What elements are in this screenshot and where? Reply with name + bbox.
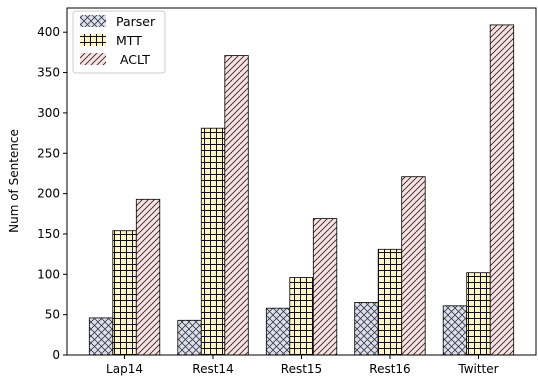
y-tick-label: 250 <box>37 146 60 160</box>
x-tick-label: Rest15 <box>281 362 322 376</box>
bars-layer <box>88 24 515 356</box>
legend: Parser MTT ACLT <box>72 10 166 74</box>
x-tick-label: Twitter <box>457 362 498 376</box>
y-axis-ticks: 0 50 100 150 200 250 300 350 400 <box>37 25 67 362</box>
legend-swatch-aclt <box>80 53 106 65</box>
y-tick-label: 50 <box>45 308 60 322</box>
y-tick-label: 0 <box>52 348 60 362</box>
y-tick-label: 150 <box>37 227 60 241</box>
y-tick-label: 300 <box>37 106 60 120</box>
x-tick-label: Rest16 <box>369 362 410 376</box>
bar-mtt-rest14 <box>200 127 226 356</box>
bar-parser-rest15 <box>265 307 291 356</box>
bar-mtt-lap14 <box>112 230 137 356</box>
y-tick-label: 200 <box>37 187 60 201</box>
y-tick-label: 400 <box>37 25 60 39</box>
bar-mtt-twitter <box>466 272 491 356</box>
legend-swatch-parser <box>80 15 106 27</box>
bar-mtt-rest16 <box>377 248 403 356</box>
legend-label-parser: Parser <box>116 14 156 29</box>
legend-entries: Parser MTT ACLT <box>80 14 156 67</box>
bar-parser-lap14 <box>88 317 114 356</box>
x-tick-label: Lap14 <box>106 362 143 376</box>
bar-aclt-rest15 <box>312 218 338 356</box>
x-axis-ticks: Lap14 Rest14 Rest15 Rest16 Twitter <box>106 355 499 376</box>
bar-aclt-lap14 <box>135 198 161 356</box>
bar-parser-rest16 <box>354 302 379 356</box>
plot-frame <box>66 7 537 356</box>
x-tick-label: Rest14 <box>192 362 233 376</box>
legend-label-aclt: ACLT <box>116 52 150 67</box>
bar-parser-rest14 <box>177 319 202 356</box>
bar-mtt-rest15 <box>289 277 314 356</box>
bar-parser-twitter <box>442 305 468 356</box>
legend-swatch-mtt <box>80 34 106 46</box>
bar-aclt-rest16 <box>401 176 426 356</box>
y-tick-label: 100 <box>37 267 60 281</box>
legend-label-mtt: MTT <box>116 33 142 48</box>
y-axis-label: Num of Sentence <box>7 129 21 233</box>
bar-aclt-rest14 <box>224 55 249 356</box>
y-tick-label: 350 <box>37 66 60 80</box>
bar-aclt-twitter <box>489 24 515 356</box>
